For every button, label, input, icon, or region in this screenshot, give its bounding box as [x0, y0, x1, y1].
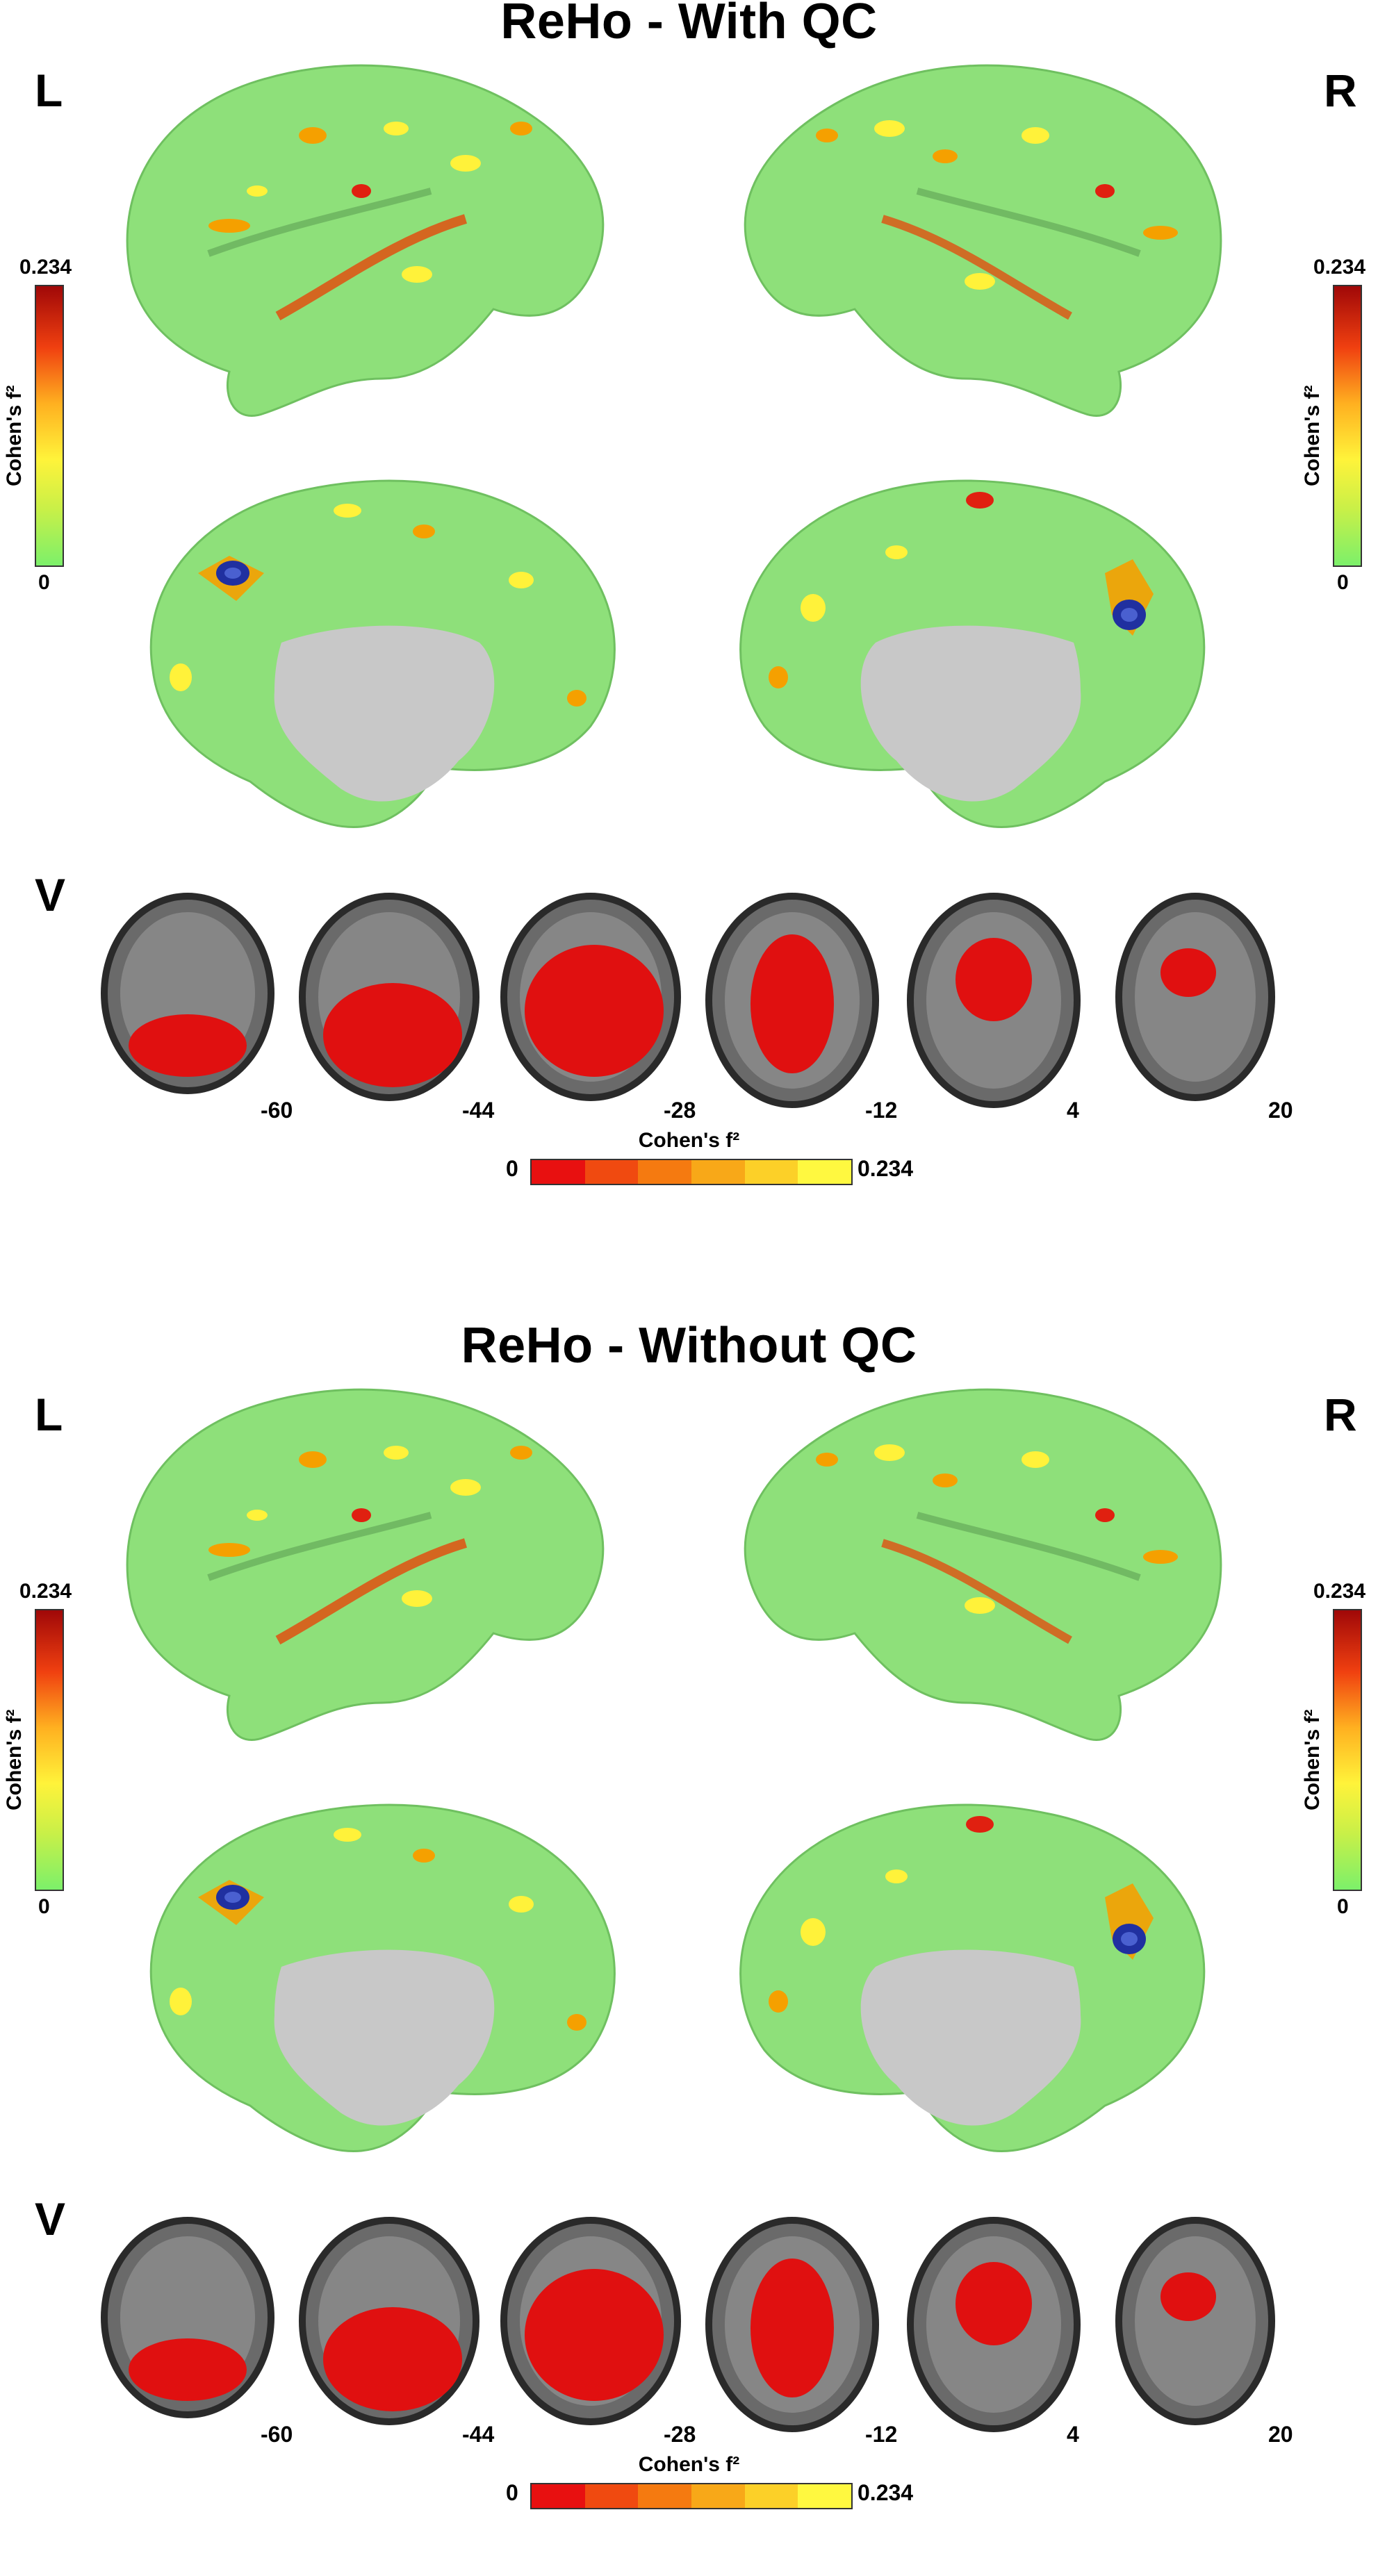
cbar-horizontal-label: Cohen's f² [638, 1129, 740, 1152]
cbar-horizontal-label: Cohen's f² [638, 2453, 740, 2476]
brain-medial-left [132, 469, 632, 830]
ventral-label: V [35, 869, 66, 920]
slice-z-label: -12 [865, 2422, 898, 2447]
colorbar-segment [691, 2484, 745, 2508]
brain-medial-right [716, 1793, 1223, 2154]
slice-z-label: 4 [1067, 2422, 1079, 2447]
cbar-horizontal-min: 0 [506, 2480, 518, 2505]
cbar-left-min: 0 [38, 571, 50, 594]
cbar-horizontal-min: 0 [506, 1156, 518, 1181]
slice-z-label: -60 [261, 2422, 293, 2447]
colorbar-horizontal [530, 2483, 853, 2509]
slice-z-label: -28 [664, 1098, 696, 1123]
colorbar-segment [691, 1160, 745, 1184]
figure-panel: ReHo - With QC L R [0, 0, 1378, 1252]
right-hemisphere-label: R [1324, 65, 1357, 116]
right-hemisphere-label: R [1324, 1389, 1357, 1440]
colorbar-segment [532, 2484, 585, 2508]
brain-lateral-left [104, 1376, 632, 1751]
colorbar-segment [798, 1160, 852, 1184]
colorbar-segment [638, 1160, 692, 1184]
panel-title: ReHo - Without QC [461, 1318, 917, 1373]
cbar-left-max: 0.234 [19, 256, 72, 279]
axial-slice [691, 889, 893, 1112]
slice-z-label: -44 [462, 1098, 495, 1123]
axial-slice [490, 889, 691, 1112]
colorbar-horizontal [530, 1159, 853, 1185]
cbar-left-axis-label: Cohen's f² [3, 385, 26, 486]
colorbar-segment [532, 1160, 585, 1184]
slice-z-label: -28 [664, 2422, 696, 2447]
cbar-right-max: 0.234 [1313, 256, 1366, 279]
cbar-left-axis-label: Cohen's f² [3, 1709, 26, 1810]
cbar-left-max: 0.234 [19, 1580, 72, 1603]
colorbar-vertical-left [35, 1609, 64, 1891]
cbar-right-min: 0 [1337, 1895, 1349, 1918]
brain-lateral-right [716, 1376, 1258, 1751]
cbar-right-axis-label: Cohen's f² [1301, 385, 1324, 486]
brain-medial-right [716, 469, 1223, 830]
cbar-right-max: 0.234 [1313, 1580, 1366, 1603]
brain-lateral-right [716, 52, 1258, 427]
colorbar-segment [798, 2484, 852, 2508]
axial-slice [87, 889, 288, 1112]
colorbar-vertical-left [35, 285, 64, 567]
axial-slice [1094, 2213, 1296, 2436]
panel-title: ReHo - With QC [500, 0, 878, 49]
colorbar-segment [744, 2484, 798, 2508]
cbar-horizontal-max: 0.234 [858, 2480, 914, 2505]
slice-z-label: 20 [1268, 2422, 1293, 2447]
brain-lateral-left [104, 52, 632, 427]
axial-slice [288, 2213, 490, 2436]
slice-z-label: -60 [261, 1098, 293, 1123]
slice-z-label: -44 [462, 2422, 495, 2447]
axial-slice [288, 889, 490, 1112]
axial-slice [893, 2213, 1094, 2436]
colorbar-segment [638, 2484, 692, 2508]
left-hemisphere-label: L [35, 1389, 63, 1440]
slice-z-label: -12 [865, 1098, 898, 1123]
cbar-horizontal-max: 0.234 [858, 1156, 914, 1181]
colorbar-vertical-right [1333, 1609, 1362, 1891]
colorbar-segment [584, 1160, 639, 1184]
axial-slice [490, 2213, 691, 2436]
brain-medial-left [132, 1793, 632, 2154]
left-hemisphere-label: L [35, 65, 63, 116]
colorbar-segment [744, 1160, 798, 1184]
axial-slices-row: -60 -44 -28 -12 4 20 [87, 2213, 1296, 2450]
cbar-right-axis-label: Cohen's f² [1301, 1709, 1324, 1810]
slice-z-label: 20 [1268, 1098, 1293, 1123]
ventral-label: V [35, 2193, 66, 2245]
axial-slices-row: -60 -44 -28 -12 4 20 [87, 889, 1296, 1125]
axial-slice [691, 2213, 893, 2436]
colorbar-vertical-right [1333, 285, 1362, 567]
axial-slice [893, 889, 1094, 1112]
figure-panel: ReHo - Without QC L R [0, 1318, 1378, 2576]
axial-slice [87, 2213, 288, 2436]
cbar-right-min: 0 [1337, 571, 1349, 594]
colorbar-segment [584, 2484, 639, 2508]
cbar-left-min: 0 [38, 1895, 50, 1918]
slice-z-label: 4 [1067, 1098, 1079, 1123]
axial-slice [1094, 889, 1296, 1112]
